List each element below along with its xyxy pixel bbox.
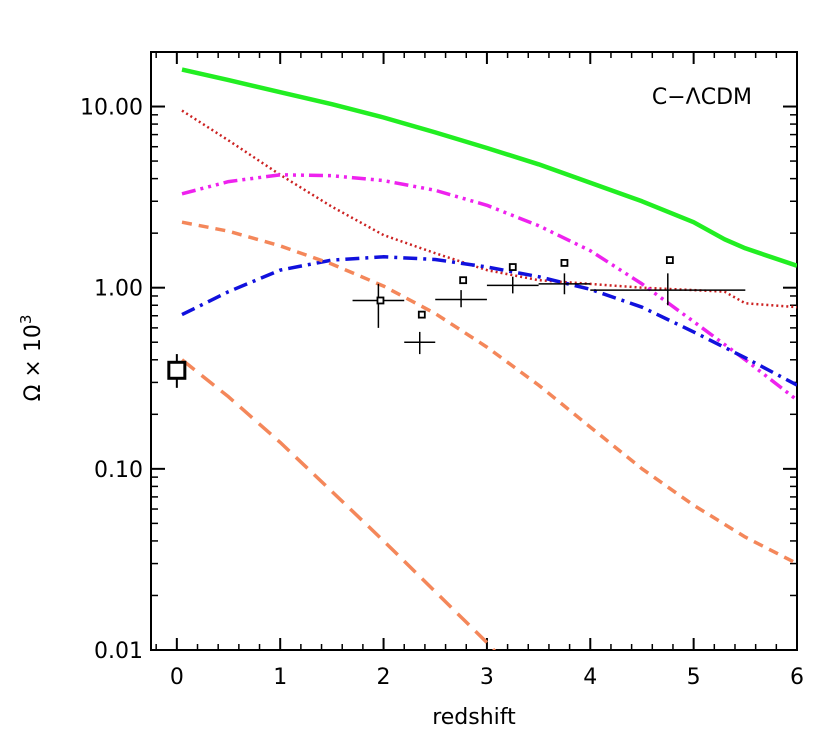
data-point-square: [417, 310, 426, 319]
data-point-square: [376, 296, 385, 305]
data-point-big-square: [167, 354, 187, 388]
x-tick-label: 0: [170, 665, 184, 690]
series-line-magenta-dashdotdot: [181, 173, 797, 402]
x-tick-label: 1: [273, 665, 287, 690]
x-tick-label: 4: [583, 665, 597, 690]
data-point-cross: [352, 283, 405, 328]
model-annotation: C−ΛCDM: [652, 85, 752, 110]
data-point-cross: [435, 290, 487, 308]
axis-ticks: [151, 51, 798, 651]
data-point-cross: [538, 273, 591, 295]
data-point-square: [665, 256, 674, 265]
y-axis-title-main: Ω × 10: [21, 324, 46, 401]
y-tick-label: 10.00: [80, 96, 143, 121]
plot-frame: [150, 51, 798, 651]
series-line-red-dotted: [181, 109, 797, 309]
series-layer: [180, 67, 797, 650]
x-axis-title: redshift: [432, 705, 516, 730]
x-tick-label: 6: [790, 665, 804, 690]
y-axis-title: Ω × 103: [17, 315, 46, 402]
x-tick-label: 5: [687, 665, 701, 690]
data-point-square: [508, 263, 517, 271]
data-point-cross: [404, 331, 436, 355]
y-tick-label: 0.01: [94, 639, 143, 664]
data-point-square: [459, 276, 468, 285]
data-point-cross: [590, 273, 746, 306]
data-point-square: [560, 259, 569, 267]
points-layer: [167, 256, 746, 388]
x-tick-label: 2: [377, 665, 391, 690]
series-line-orange-longdash: [180, 358, 497, 650]
data-point-cross: [486, 276, 539, 294]
y-axis-title-exp: 3: [17, 315, 35, 325]
series-line-blue-dashdot: [181, 255, 797, 387]
series-line-orange-shortdash: [181, 220, 797, 566]
series-line-green-solid: [181, 67, 797, 268]
axis-labels: 0 1 2 3 4 5 6 0.01 0.10 1.00 10.00: [80, 96, 804, 690]
y-tick-label: 1.00: [94, 277, 143, 302]
x-tick-label: 3: [480, 665, 494, 690]
y-tick-label: 0.10: [94, 458, 143, 483]
